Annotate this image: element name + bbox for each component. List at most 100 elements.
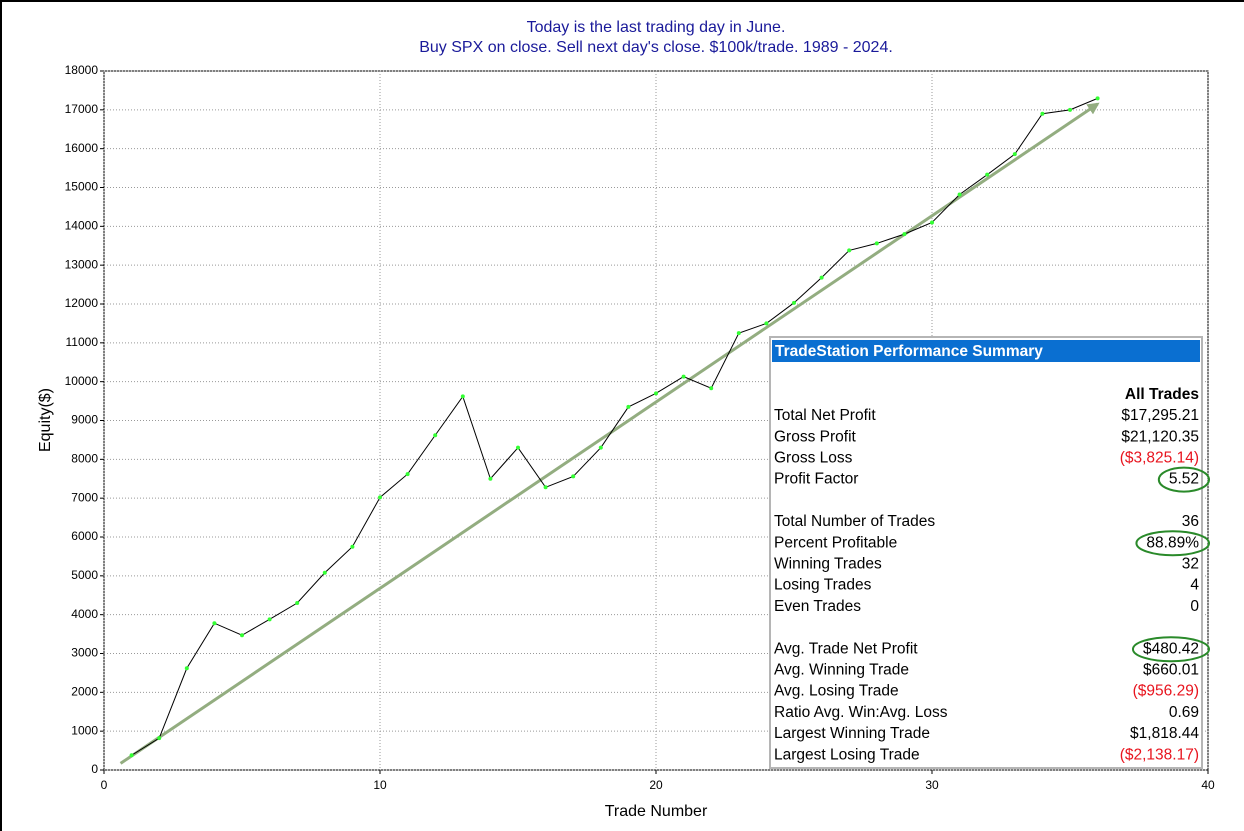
y-tick-label: 18000 xyxy=(65,63,99,77)
row-value: $660.01 xyxy=(1143,661,1199,678)
y-tick-label: 4000 xyxy=(71,607,98,621)
point xyxy=(792,300,796,305)
x-tick-label: 20 xyxy=(649,778,663,792)
y-axis-label: Equity($) xyxy=(37,388,54,452)
table-header xyxy=(772,340,1200,362)
point xyxy=(930,220,934,225)
point xyxy=(516,445,520,450)
point xyxy=(1095,96,1100,101)
row-label: Profit Factor xyxy=(774,471,858,488)
row-value: 36 xyxy=(1182,513,1199,530)
point xyxy=(460,394,465,399)
x-tick-label: 40 xyxy=(1201,778,1215,792)
point xyxy=(571,474,576,479)
trendline xyxy=(119,102,1100,765)
y-tick-label: 9000 xyxy=(71,413,98,427)
row-value: 0 xyxy=(1190,598,1199,615)
x-tick-label: 30 xyxy=(925,778,939,792)
point xyxy=(184,666,189,671)
row-label: Avg. Winning Trade xyxy=(774,661,909,678)
point xyxy=(681,374,686,379)
highlight-circle xyxy=(1131,636,1210,663)
point xyxy=(1068,107,1072,112)
row-label: Winning Trades xyxy=(774,555,882,572)
point xyxy=(157,736,162,741)
point xyxy=(267,617,272,622)
x-tick-label: 10 xyxy=(373,778,387,792)
x-axis-label: Trade Number xyxy=(605,803,708,820)
point xyxy=(295,601,300,606)
point xyxy=(819,275,824,280)
row-label: Avg. Losing Trade xyxy=(774,683,899,700)
table-column: All Trades xyxy=(1125,386,1199,403)
point xyxy=(212,621,217,626)
point xyxy=(433,433,438,438)
row-value: ($3,825.14) xyxy=(1120,449,1199,466)
y-tick-label: 10000 xyxy=(65,374,99,388)
row-label: Total Number of Trades xyxy=(774,513,935,530)
y-tick-label: 5000 xyxy=(71,568,98,582)
row-label: Largest Winning Trade xyxy=(774,725,930,742)
row-label: Gross Loss xyxy=(774,449,853,466)
point xyxy=(488,476,493,481)
point xyxy=(240,633,244,638)
point xyxy=(736,331,741,336)
highlight-circle xyxy=(1135,530,1210,557)
row-value: 32 xyxy=(1182,555,1199,572)
y-tick-label: 1000 xyxy=(71,723,98,737)
row-value: ($2,138.17) xyxy=(1120,746,1199,763)
point xyxy=(598,445,603,450)
point xyxy=(902,232,907,237)
x-tick-label: 0 xyxy=(101,778,108,792)
y-tick-label: 8000 xyxy=(71,452,98,466)
point xyxy=(129,753,134,758)
y-tick-label: 13000 xyxy=(65,257,99,271)
table-title: TradeStation Performance Summary xyxy=(775,343,1043,360)
row-value: 4 xyxy=(1190,577,1199,594)
row-value: $17,295.21 xyxy=(1121,407,1199,424)
row-value: 5.52 xyxy=(1169,471,1199,488)
y-tick-label: 17000 xyxy=(65,102,99,116)
point xyxy=(847,248,852,253)
row-label: Largest Losing Trade xyxy=(774,746,920,763)
point xyxy=(1040,111,1045,116)
y-tick-label: 16000 xyxy=(65,141,99,155)
equity-line xyxy=(131,97,1098,756)
row-label: Percent Profitable xyxy=(774,534,897,551)
row-value: $1,818.44 xyxy=(1130,725,1199,742)
point xyxy=(378,495,382,500)
y-tick-label: 14000 xyxy=(65,219,99,233)
row-label: Total Net Profit xyxy=(774,407,876,424)
point xyxy=(985,172,990,177)
y-tick-label: 11000 xyxy=(66,335,99,349)
row-value: ($956.29) xyxy=(1133,683,1199,700)
point xyxy=(874,241,879,246)
y-tick-label: 6000 xyxy=(71,529,98,543)
point xyxy=(405,472,410,477)
y-tick-label: 3000 xyxy=(71,646,98,660)
y-tick-label: 2000 xyxy=(71,685,98,699)
row-label: Gross Profit xyxy=(774,428,857,445)
point xyxy=(709,386,714,391)
point xyxy=(350,544,355,549)
table-box xyxy=(769,336,1203,769)
row-label: Losing Trades xyxy=(774,577,872,594)
chart-title: Today is the last trading day in June. xyxy=(527,19,786,36)
row-value: $21,120.35 xyxy=(1121,428,1199,445)
point xyxy=(543,485,548,490)
point xyxy=(322,570,327,575)
point xyxy=(764,321,769,326)
row-value: $480.42 xyxy=(1143,640,1199,657)
point xyxy=(654,391,658,396)
highlight-circle xyxy=(1157,466,1210,493)
y-tick-label: 7000 xyxy=(71,490,98,504)
y-tick-label: 0 xyxy=(91,762,98,776)
row-label: Ratio Avg. Win:Avg. Loss xyxy=(774,704,948,721)
row-label: Avg. Trade Net Profit xyxy=(774,640,918,657)
row-value: 88.89% xyxy=(1146,534,1199,551)
chart-subtitle: Buy SPX on close. Sell next day's close.… xyxy=(419,39,893,56)
y-tick-label: 15000 xyxy=(65,180,99,194)
point xyxy=(1012,152,1017,157)
